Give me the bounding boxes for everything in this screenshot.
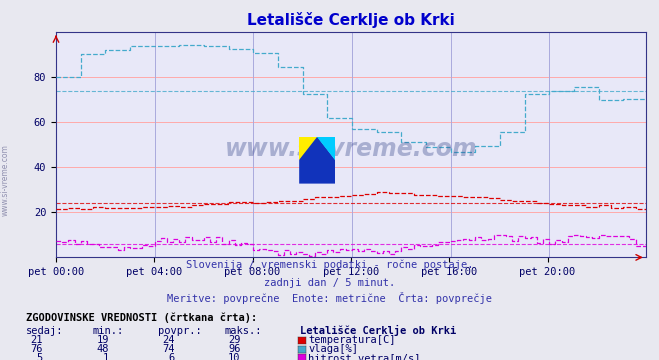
Text: 1: 1 [103, 353, 109, 360]
Text: 24: 24 [162, 336, 175, 346]
Text: 76: 76 [30, 344, 43, 354]
Text: 74: 74 [162, 344, 175, 354]
Text: temperatura[C]: temperatura[C] [308, 336, 396, 346]
Text: www.si-vreme.com: www.si-vreme.com [1, 144, 10, 216]
Text: zadnji dan / 5 minut.: zadnji dan / 5 minut. [264, 278, 395, 288]
Text: hitrost vetra[m/s]: hitrost vetra[m/s] [308, 353, 421, 360]
Text: min.:: min.: [92, 326, 123, 336]
Text: vlaga[%]: vlaga[%] [308, 344, 358, 354]
Text: 96: 96 [228, 344, 241, 354]
Text: www.si-vreme.com: www.si-vreme.com [225, 138, 477, 161]
Text: sedaj:: sedaj: [26, 326, 64, 336]
Text: 19: 19 [96, 336, 109, 346]
Text: Letališče Cerklje ob Krki: Letališče Cerklje ob Krki [300, 325, 456, 336]
Text: 21: 21 [30, 336, 43, 346]
Polygon shape [299, 137, 318, 160]
Text: Slovenija / vremenski podatki - ročne postaje.: Slovenija / vremenski podatki - ročne po… [186, 260, 473, 270]
Title: Letališče Cerklje ob Krki: Letališče Cerklje ob Krki [247, 13, 455, 28]
Text: 48: 48 [96, 344, 109, 354]
Text: ZGODOVINSKE VREDNOSTI (črtkana črta):: ZGODOVINSKE VREDNOSTI (črtkana črta): [26, 312, 258, 323]
Polygon shape [318, 137, 335, 160]
Polygon shape [299, 137, 335, 184]
Text: 6: 6 [169, 353, 175, 360]
Text: 10: 10 [228, 353, 241, 360]
Text: povpr.:: povpr.: [158, 326, 202, 336]
Text: 5: 5 [37, 353, 43, 360]
Text: 29: 29 [228, 336, 241, 346]
Text: maks.:: maks.: [224, 326, 262, 336]
Text: Meritve: povprečne  Enote: metrične  Črta: povprečje: Meritve: povprečne Enote: metrične Črta:… [167, 292, 492, 305]
